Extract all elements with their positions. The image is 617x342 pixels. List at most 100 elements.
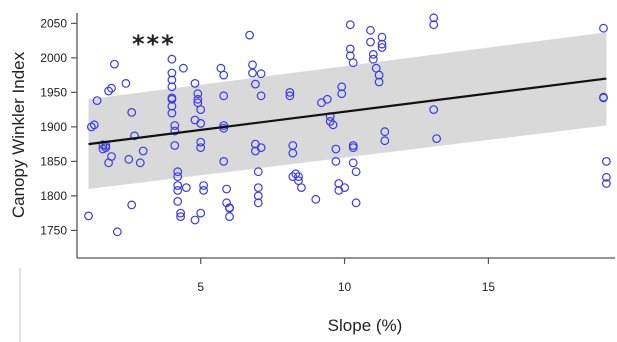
data-point	[328, 120, 338, 130]
data-point	[311, 194, 321, 204]
data-point	[121, 78, 131, 88]
data-point	[285, 87, 295, 97]
data-point	[193, 94, 203, 104]
data-point	[253, 191, 263, 201]
data-point	[599, 23, 608, 33]
data-point	[170, 121, 180, 130]
data-point	[368, 54, 378, 64]
data-point	[109, 59, 119, 69]
data-point	[297, 183, 306, 193]
x-tick-label: 10	[338, 280, 352, 294]
data-point	[170, 126, 180, 136]
significance-annotation: ***	[132, 30, 176, 58]
data-point	[127, 200, 137, 210]
y-tick-label: 1950	[40, 85, 67, 99]
data-point	[173, 181, 183, 190]
data-point	[127, 107, 137, 117]
data-point	[331, 156, 341, 166]
data-point	[599, 93, 608, 103]
data-point	[167, 75, 177, 85]
data-point	[167, 108, 177, 118]
data-point	[245, 30, 255, 40]
data-point	[288, 148, 298, 158]
data-point	[366, 37, 375, 47]
data-point	[256, 143, 266, 153]
data-point	[248, 60, 257, 70]
data-point	[340, 183, 350, 193]
data-point	[135, 158, 145, 168]
y-axis-title: Canopy Winkler Index	[9, 51, 28, 218]
data-point	[253, 167, 263, 177]
data-point	[348, 143, 358, 153]
data-point	[248, 68, 257, 78]
data-point	[256, 69, 266, 79]
data-point	[84, 211, 93, 221]
regression-line	[88, 77, 607, 146]
data-point	[429, 13, 439, 23]
data-point	[130, 131, 139, 141]
data-point	[429, 105, 439, 114]
data-point	[288, 172, 298, 182]
x-axis-ticks: 5 10 15	[197, 258, 495, 294]
data-point	[89, 120, 99, 130]
data-point	[138, 146, 148, 156]
data-point	[167, 94, 177, 104]
data-point	[334, 179, 344, 188]
x-axis-title: Slope (%)	[328, 316, 403, 335]
data-point	[167, 54, 177, 64]
data-point	[337, 89, 347, 99]
data-point	[222, 184, 232, 194]
data-point	[256, 91, 266, 101]
data-point	[196, 137, 206, 147]
data-point	[190, 78, 200, 88]
data-points	[84, 13, 611, 237]
data-point	[173, 167, 183, 177]
data-point	[368, 50, 378, 59]
data-point	[322, 94, 332, 104]
y-tick-label: 1900	[40, 120, 67, 134]
data-point	[366, 25, 375, 35]
data-point	[101, 143, 111, 153]
data-point	[253, 198, 263, 208]
data-point	[167, 101, 177, 111]
data-point	[602, 179, 611, 188]
data-point	[176, 212, 186, 222]
y-tick-label: 1750	[40, 223, 67, 237]
data-point	[225, 212, 234, 222]
data-point	[178, 63, 188, 73]
data-point	[219, 91, 229, 101]
data-point	[429, 20, 439, 30]
y-tick-label: 1850	[40, 154, 67, 168]
data-point	[380, 127, 390, 137]
data-point	[196, 118, 206, 128]
data-point	[377, 43, 387, 52]
data-point	[193, 89, 203, 99]
data-point	[199, 181, 209, 190]
data-point	[196, 143, 206, 153]
data-point	[377, 32, 387, 42]
data-point	[602, 156, 611, 166]
data-point	[176, 208, 186, 218]
data-point	[181, 183, 191, 193]
data-point	[170, 141, 180, 150]
data-point	[351, 167, 361, 177]
data-point	[92, 96, 102, 105]
data-point	[219, 70, 229, 80]
data-point	[380, 136, 390, 146]
data-point	[250, 79, 260, 89]
data-point	[173, 185, 183, 195]
data-point	[190, 215, 200, 225]
data-point	[294, 172, 303, 182]
y-tick-label: 2050	[40, 16, 67, 30]
data-point	[167, 82, 177, 92]
data-point	[285, 91, 295, 101]
data-point	[225, 203, 234, 213]
data-point	[348, 158, 358, 168]
data-point	[199, 185, 209, 195]
data-point	[173, 172, 183, 182]
data-point	[196, 208, 206, 218]
x-tick-label: 5	[197, 280, 204, 294]
data-point	[112, 227, 122, 237]
data-point	[196, 105, 206, 114]
